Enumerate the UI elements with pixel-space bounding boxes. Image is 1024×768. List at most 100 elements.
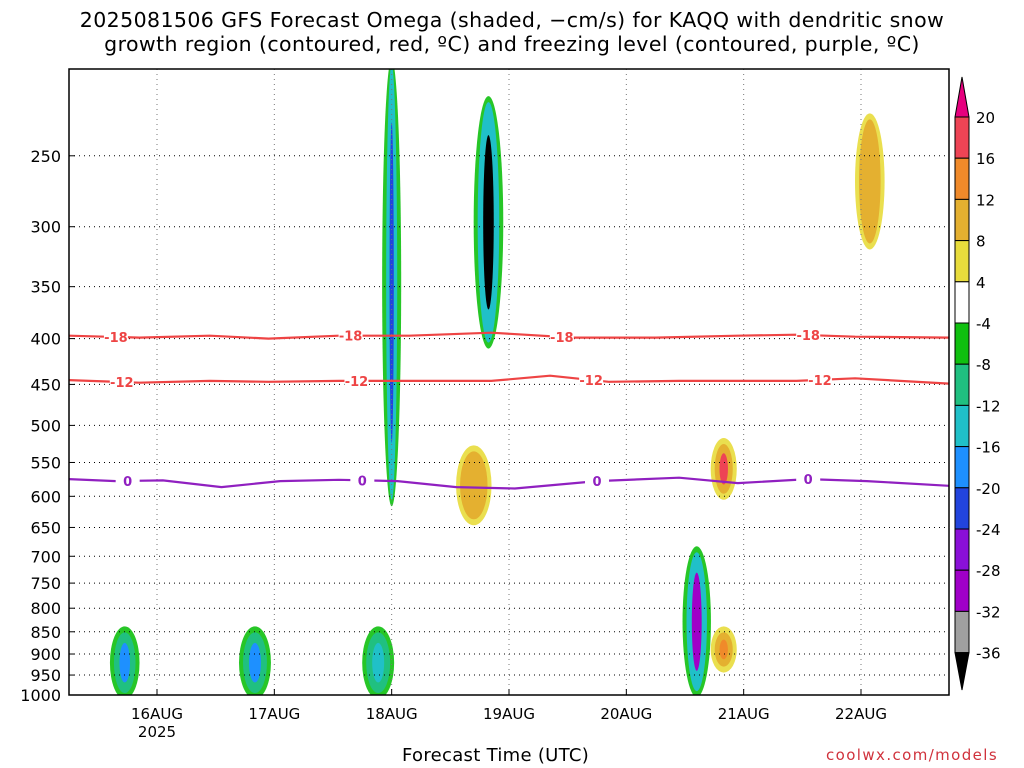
contour-label-1-3: -12 — [808, 374, 832, 389]
omega-core-4 — [483, 135, 494, 310]
colorbar-label-6: -8 — [976, 356, 991, 374]
x-tick-label-3: 19AUG — [483, 705, 535, 723]
y-tick-label-950: 950 — [30, 666, 61, 685]
colorbar-swatch-3 — [954, 240, 970, 283]
colorbar-label-7: -12 — [976, 397, 1001, 415]
plot-frame — [68, 68, 950, 696]
y-tick-label-1000: 1000 — [20, 686, 61, 705]
omega-core-2 — [372, 642, 385, 683]
colorbar-swatch-11 — [954, 569, 970, 612]
omega-core-7 — [719, 453, 728, 485]
contour-label-bg-1-0 — [109, 375, 134, 390]
x-tick-label-1: 17AUG — [248, 705, 300, 723]
y-tick-label-300: 300 — [30, 218, 61, 237]
contour-label-0-3: -18 — [796, 329, 820, 344]
colorbar-label-2: 12 — [976, 191, 995, 209]
contour-label-2-0: 0 — [123, 475, 132, 490]
y-tick-label-450: 450 — [30, 375, 61, 394]
y-tick-label-400: 400 — [30, 330, 61, 349]
colorbar-label-5: -4 — [976, 315, 991, 333]
colorbar-label-9: -20 — [976, 480, 1001, 498]
contour-label-0-0: -18 — [104, 331, 128, 346]
colorbar-label-1: 16 — [976, 150, 995, 168]
colorbar-swatch-9 — [954, 487, 970, 530]
colorbar-swatch-4 — [954, 281, 970, 324]
contour-label-bg-1-1 — [344, 373, 369, 388]
y-tick-label-550: 550 — [30, 453, 61, 472]
colorbar-top-arrow — [954, 76, 970, 118]
contour-label-bg-1-2 — [579, 372, 604, 387]
colorbar-label-8: -16 — [976, 439, 1001, 457]
credit-text: coolwx.com/models — [826, 746, 999, 764]
y-tick-label-250: 250 — [30, 147, 61, 166]
colorbar-swatch-12 — [954, 610, 970, 654]
y-tick-label-350: 350 — [30, 278, 61, 297]
contour-labels: -18 -18 -18 -18 -12 -12 -12 -12 0 0 0 0 — [103, 328, 832, 490]
omega-core-8 — [719, 639, 728, 660]
colorbar-swatch-0 — [954, 116, 970, 159]
contour-label-bg-2-0 — [115, 473, 140, 488]
colorbar-label-3: 8 — [976, 233, 986, 251]
omega-core-0 — [119, 642, 131, 683]
contour-label-2-3: 0 — [804, 473, 813, 488]
colorbar-label-10: -24 — [976, 521, 1001, 539]
contour-label-0-1: -18 — [339, 330, 363, 345]
x-tick-label-0: 16AUG — [131, 705, 183, 723]
contour-label-bg-2-3 — [796, 472, 821, 487]
contour-label-2-1: 0 — [358, 474, 367, 489]
y-tick-label-500: 500 — [30, 416, 61, 435]
contour-label-bg-0-3 — [796, 328, 821, 343]
x-tick-label-6: 22AUG — [835, 705, 887, 723]
omega-core-3 — [389, 122, 394, 443]
chart-title-line1: 2025081506 GFS Forecast Omega (shaded, −… — [79, 8, 945, 32]
omega-core-9 — [864, 137, 876, 225]
contour-label-bg-1-3 — [807, 372, 832, 387]
colorbar-label-0: 20 — [976, 109, 995, 127]
x-axis-title: Forecast Time (UTC) — [402, 745, 590, 766]
y-tick-label-850: 850 — [30, 623, 61, 642]
contour-label-bg-2-2 — [585, 474, 609, 489]
colorbar-swatch-6 — [954, 363, 970, 406]
contour-label-1-0: -12 — [110, 376, 134, 391]
colorbar: 20 16 12 8 4 -4 -8 -12 -16 -20 -24 -28 -32 -36 — [954, 76, 1001, 691]
x-tick-sublabel-0: 2025 — [138, 723, 176, 741]
contour-label-1-2: -12 — [579, 374, 603, 389]
colorbar-label-12: -32 — [976, 603, 1001, 621]
contour-label-bg-0-0 — [103, 329, 128, 344]
y-tick-label-800: 800 — [30, 599, 61, 618]
contour-label-bg-0-2 — [549, 329, 574, 344]
y-axis: 250 300 350 400 450 500 550 600 650 700 750 800 850 9… — [20, 147, 75, 705]
colorbar-swatch-10 — [954, 528, 970, 571]
omega-core-6 — [691, 572, 702, 671]
colorbar-label-11: -28 — [976, 562, 1001, 580]
y-tick-label-700: 700 — [30, 547, 61, 566]
colorbar-label-13: -36 — [976, 645, 1001, 663]
y-tick-label-900: 900 — [30, 645, 61, 664]
contour-label-bg-2-1 — [350, 473, 375, 488]
colorbar-swatch-5 — [954, 322, 970, 365]
contour-label-0-2: -18 — [550, 331, 574, 346]
chart-title-line2: growth region (contoured, red, ºC) and f… — [104, 32, 920, 56]
contour-label-1-1: -12 — [345, 375, 369, 390]
contour-label-2-2: 0 — [592, 475, 601, 490]
contour-label-bg-0-1 — [338, 328, 363, 343]
colorbar-swatch-2 — [954, 198, 970, 242]
colorbar-label-4: 4 — [976, 274, 986, 292]
colorbar-swatch-8 — [954, 446, 970, 489]
omega-core-5 — [466, 462, 481, 508]
contour-line-2 — [69, 476, 949, 490]
omega-shading — [109, 69, 885, 695]
y-tick-label-600: 600 — [30, 487, 61, 506]
x-tick-label-2: 18AUG — [366, 705, 418, 723]
x-tick-label-4: 20AUG — [600, 705, 652, 723]
y-tick-label-750: 750 — [30, 574, 61, 593]
contour-line-1 — [69, 374, 949, 385]
y-tick-label-650: 650 — [30, 518, 61, 537]
colorbar-swatch-1 — [954, 157, 970, 200]
x-tick-label-5: 21AUG — [718, 705, 770, 723]
omega-core-1 — [248, 642, 261, 683]
colorbar-swatch-7 — [954, 404, 970, 448]
colorbar-bottom-arrow — [954, 652, 970, 691]
